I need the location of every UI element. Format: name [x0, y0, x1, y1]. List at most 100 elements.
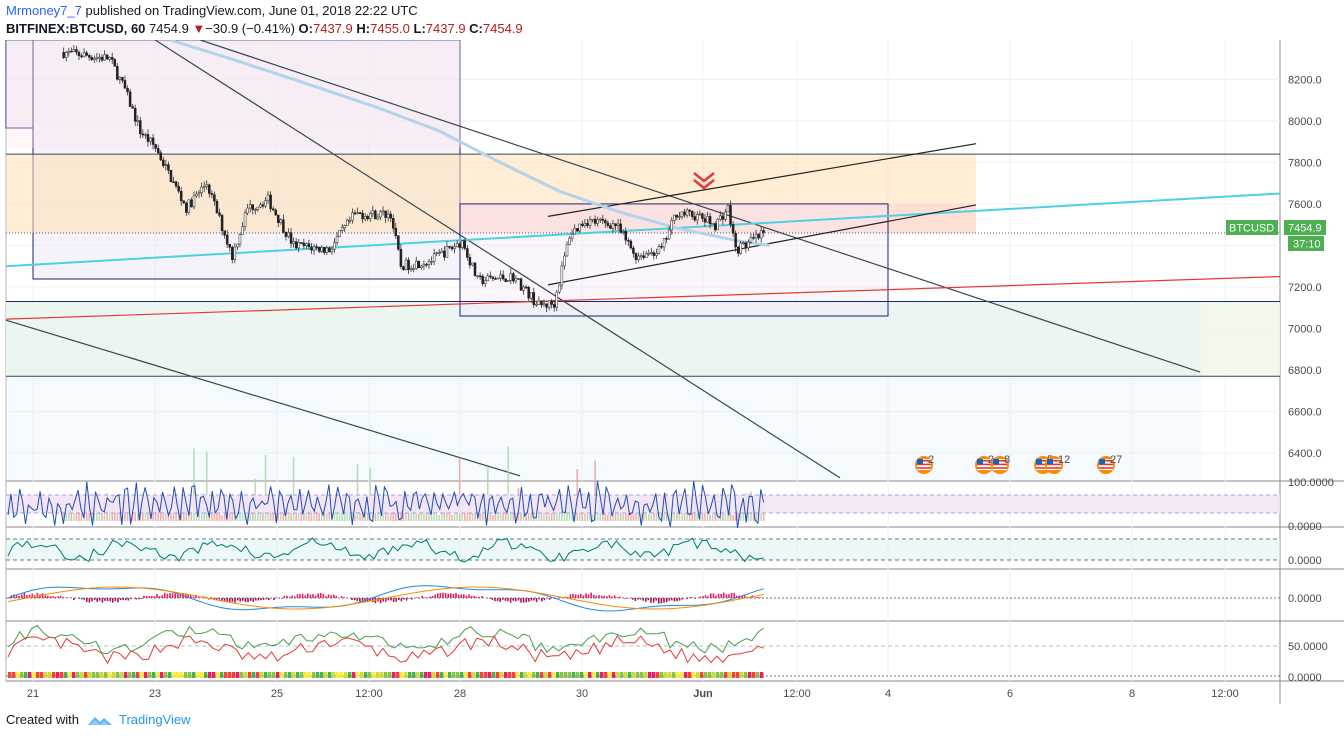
candle-body — [657, 245, 661, 254]
candle — [570, 229, 574, 242]
candle-body — [149, 137, 152, 142]
candle — [596, 216, 599, 227]
candle — [478, 272, 482, 280]
candle — [340, 224, 344, 234]
candle-body — [264, 200, 267, 207]
macd-histogram-bar — [424, 597, 426, 598]
candle-body — [545, 303, 548, 308]
candle — [448, 245, 451, 250]
candle-body — [522, 286, 525, 291]
candle-body — [445, 246, 449, 258]
candle — [466, 245, 469, 261]
candle-body — [565, 244, 569, 257]
candle-body — [757, 233, 760, 239]
macd-histogram-bar — [668, 598, 670, 601]
candle — [269, 191, 272, 213]
candle-body — [744, 242, 748, 248]
signal-strip-cell — [352, 672, 356, 678]
candle-body — [131, 106, 134, 109]
macd-histogram-bar — [327, 594, 330, 598]
candle-body — [427, 261, 431, 265]
blue-zone — [6, 301, 1201, 480]
signal-strip-cell — [592, 672, 596, 678]
signal-strip-cell — [72, 672, 76, 678]
candle — [300, 242, 303, 245]
signal-strip-cell — [604, 672, 608, 678]
candle — [688, 209, 691, 217]
candle — [154, 143, 157, 152]
volume-bar — [525, 510, 527, 521]
volume-bar — [249, 510, 251, 521]
candle — [228, 244, 231, 252]
signal-strip-cell — [340, 672, 344, 678]
candle-body — [476, 275, 479, 278]
macd-histogram-bar — [392, 598, 395, 602]
candle-body — [248, 204, 252, 209]
signal-strip-cell — [472, 672, 476, 678]
signal-strip-cell — [732, 672, 736, 678]
candle — [713, 221, 717, 233]
volume-bar — [272, 513, 274, 521]
trendline-red — [5, 275, 1281, 320]
candle-body — [200, 186, 203, 193]
candle-body — [218, 212, 221, 216]
us-flag-stripe — [1036, 460, 1050, 462]
candle-body — [338, 230, 341, 237]
signal-strip-cell — [668, 672, 672, 678]
price-tick-label: 7600.0 — [1288, 199, 1322, 211]
macd-histogram-bar — [104, 598, 106, 601]
candle — [356, 207, 359, 215]
candle — [519, 277, 523, 291]
candle-body — [67, 50, 71, 53]
macd-histogram-bar — [730, 592, 733, 598]
signal-strip-cell — [532, 672, 536, 678]
candle — [558, 284, 561, 295]
macd-histogram-bar — [359, 598, 361, 602]
candle — [517, 278, 520, 280]
macd-histogram-bar — [93, 598, 96, 601]
candle — [425, 262, 428, 268]
author-link[interactable]: Mrmoney7_7 — [6, 3, 82, 18]
macd-histogram-bar — [294, 596, 296, 598]
candle-body — [292, 241, 295, 244]
candle — [174, 180, 178, 189]
signal-strip-cell — [124, 672, 128, 678]
candle-body — [113, 59, 117, 67]
candle-body — [190, 199, 193, 208]
us-flag-stripe — [917, 463, 931, 466]
candle-body — [736, 246, 740, 254]
tradingview-link[interactable]: TradingView — [118, 712, 191, 727]
candle-body — [463, 240, 467, 249]
macd-histogram-bar — [322, 593, 325, 598]
chart-canvas[interactable]: 100.00000.00000.00000.000050.00000.0000 … — [0, 40, 1344, 704]
candle-body — [251, 204, 254, 210]
macd-histogram-bar — [216, 598, 218, 600]
macd-histogram-bar — [106, 598, 109, 602]
macd-histogram-bar — [26, 595, 28, 598]
signal-strip-cell — [484, 672, 488, 678]
macd-histogram-bar — [411, 598, 413, 600]
volume-bar — [410, 512, 412, 521]
macd-histogram-bar — [762, 598, 764, 599]
candle-body — [266, 194, 270, 201]
volume-bar — [98, 506, 101, 521]
volume-bar — [752, 507, 755, 521]
macd-histogram-bar — [382, 598, 384, 602]
volume-bar — [244, 512, 246, 521]
candle — [185, 201, 188, 216]
candle-body — [256, 206, 260, 210]
us-flag-stripe — [977, 460, 991, 462]
candle — [634, 252, 638, 264]
candle-body — [376, 216, 380, 220]
signal-strip-cell — [228, 672, 232, 678]
candle-body — [471, 262, 474, 266]
macd-histogram-bar — [101, 598, 104, 603]
candle-body — [721, 215, 725, 220]
candle — [149, 136, 152, 145]
candle — [404, 257, 408, 271]
signal-strip-cell — [544, 672, 548, 678]
macd-histogram-bar — [403, 598, 405, 600]
candle-body — [422, 263, 426, 267]
macd-histogram-bar — [611, 596, 613, 598]
macd-histogram-bar — [221, 598, 223, 601]
